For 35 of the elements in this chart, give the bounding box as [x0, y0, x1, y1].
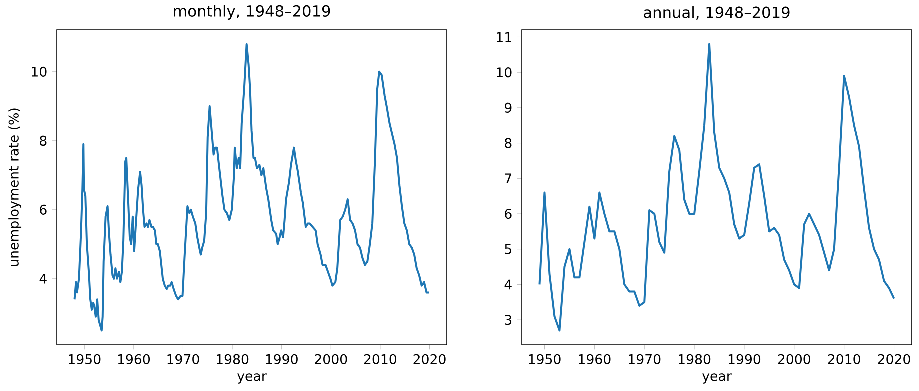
- line-series: [74, 43, 430, 332]
- x-axis-title: year: [702, 374, 732, 384]
- x-tick-label: 1960: [118, 354, 150, 364]
- y-tick-label: 6: [40, 204, 47, 215]
- y-tick-label: 10: [32, 66, 47, 77]
- x-tick-label: 1990: [728, 354, 761, 364]
- y-tick-label: 7: [505, 174, 512, 184]
- x-tick-label: 1980: [217, 354, 249, 364]
- chart-title: annual, 1948–2019: [644, 6, 790, 20]
- y-tick-label: 8: [505, 138, 512, 148]
- x-tick-label: 1970: [168, 354, 200, 364]
- y-tick-label: 8: [40, 136, 47, 146]
- x-tick-label: 2000: [315, 354, 348, 364]
- x-tick-label: 1990: [266, 354, 298, 364]
- x-tick-label: 1950: [69, 354, 101, 364]
- x-tick-label: 1970: [629, 354, 661, 364]
- y-tick-label: 3: [505, 315, 512, 326]
- y-tick-label: 11: [497, 32, 512, 42]
- y-axis-title: unemployment rate (%): [8, 108, 22, 266]
- y-tick-label: 4: [40, 274, 47, 284]
- x-axis-title: year: [238, 374, 267, 384]
- x-tick-label: 1950: [529, 354, 561, 364]
- x-tick-label: 2020: [414, 354, 446, 364]
- x-tick-label: 2000: [778, 354, 810, 364]
- x-tick-label: 1980: [679, 354, 711, 364]
- y-tick-label: 4: [504, 280, 512, 290]
- x-tick-label: 2010: [828, 354, 860, 364]
- x-tick-label: 2020: [878, 354, 910, 364]
- y-tick-label: 5: [505, 244, 512, 254]
- y-tick-label: 9: [504, 102, 512, 113]
- y-tick-label: 6: [505, 208, 512, 220]
- chart-title: monthly, 1948–2019: [174, 5, 330, 20]
- x-tick-label: 1960: [579, 354, 611, 364]
- y-tick-label: 10: [497, 68, 512, 78]
- x-tick-label: 2010: [364, 354, 397, 364]
